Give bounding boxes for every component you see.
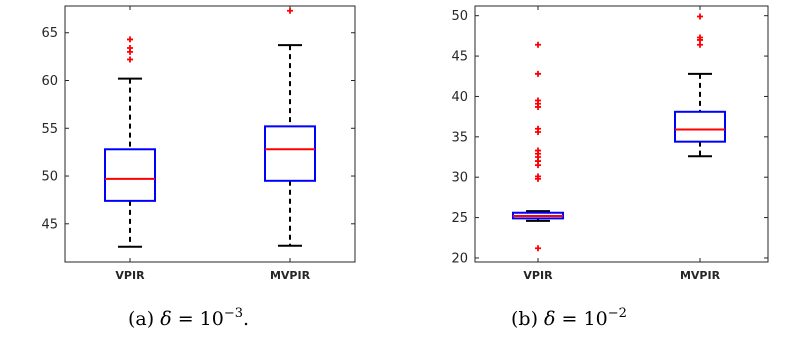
panel-a: 45 50 55 60 65 VPIR MVPIR	[41, 5, 356, 282]
panel-0-ytick-label-2: 55	[41, 122, 58, 137]
caption-b-label: (b)	[511, 308, 538, 330]
panel-1-ytick-label-6: 50	[451, 9, 468, 24]
panel-0-box-0	[104, 148, 156, 202]
panel-1-ytick-label-1: 25	[451, 211, 468, 226]
caption-a-label: (a)	[128, 308, 155, 330]
panel-0-ytick-label-0: 45	[41, 217, 58, 232]
panel-1-xtick-label-0: VPIR	[523, 269, 553, 282]
caption-b-base: 10	[583, 308, 608, 330]
panel-1-outlier-1-2	[697, 34, 703, 41]
caption-b-equals: =	[561, 308, 578, 330]
panel-0-xtick-label-1: MVPIR	[270, 269, 311, 282]
caption-a-exponent: −3	[223, 306, 244, 321]
caption-a-symbol: δ	[160, 308, 172, 330]
panel-0-ytick-label-4: 65	[41, 26, 58, 41]
caption-b-symbol: δ	[544, 308, 556, 330]
panel-0-outlier-1-0	[287, 7, 293, 14]
panel-1-outlier-0-13	[535, 70, 541, 77]
caption-a-suffix: .	[243, 308, 250, 330]
caption-a-base: 10	[199, 308, 224, 330]
panel-1-outlier-0-9	[535, 125, 541, 132]
panel-1-outlier-0-2	[535, 173, 541, 180]
panel-1-outlier-0-7	[535, 147, 541, 154]
caption-b-exponent: −2	[607, 306, 627, 321]
panel-0-outlier-0-3	[127, 36, 133, 43]
panel-0-box-1	[264, 125, 316, 182]
panel-0-ytick-label-1: 50	[41, 170, 58, 185]
panel-1-xtick-label-1: MVPIR	[680, 269, 721, 282]
panel-b: 20 25 30 35 40 45 50 VPIR MVPIR	[451, 5, 769, 282]
panel-1-ytick-label-0: 20	[451, 251, 468, 266]
panel-0-ytick-label-3: 60	[41, 74, 58, 89]
panel-1-ytick-label-3: 35	[451, 130, 468, 145]
panel-1-outlier-1-3	[697, 13, 703, 20]
panel-1-box-1	[674, 110, 726, 143]
caption-b: (b) δ = 10−2	[511, 306, 627, 330]
caption-a: (a) δ = 10−3.	[128, 306, 250, 330]
panel-1-ytick-label-4: 40	[451, 90, 468, 105]
panel-1-outlier-0-14	[535, 41, 541, 48]
panel-1-outlier-0-0	[535, 245, 541, 252]
panel-1-ytick-label-2: 30	[451, 171, 468, 186]
panel-0-xtick-label-0: VPIR	[115, 269, 145, 282]
panel-0-outlier-0-2	[127, 45, 133, 52]
panel-1-ytick-label-5: 45	[451, 50, 468, 65]
panel-1-outlier-0-12	[535, 97, 541, 104]
caption-a-equals: =	[177, 308, 194, 330]
panel-0-outlier-0-0	[127, 56, 133, 63]
